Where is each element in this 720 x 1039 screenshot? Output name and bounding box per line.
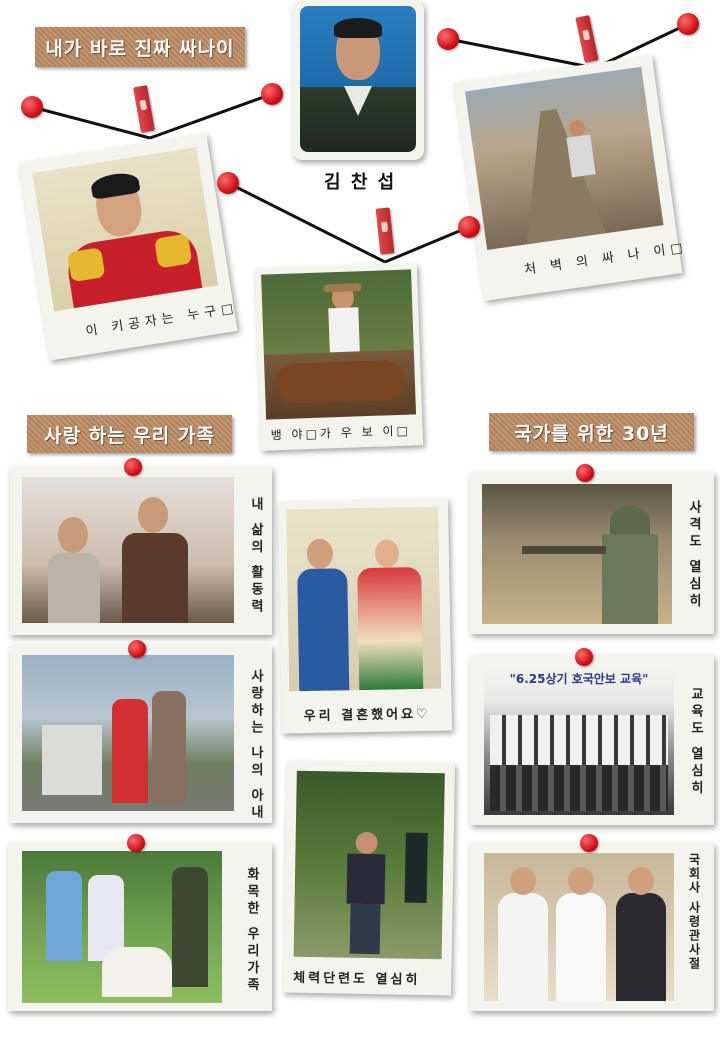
career-caption-3: 국회사 사령관사절 [687, 853, 701, 972]
portrait-frame [292, 0, 424, 160]
career-photo-card-1: 사격도 열심히 [470, 472, 714, 634]
pushpin [21, 96, 43, 118]
family-photo-card-2: 사랑하는 나의 아내 [10, 645, 272, 823]
fitness-caption: 체력단련도 열심히 [293, 970, 421, 988]
title-badge: 내가 바로 진짜 싸나이 [35, 27, 245, 67]
pushpin [458, 216, 480, 238]
cliff-caption: 처 벽 의 싸 나 이□ [523, 240, 689, 278]
cowboy-caption: 뱅 야□가 우 보 이□ [270, 423, 412, 443]
career-section-title-text: 국가를 위한 30년 [514, 422, 669, 445]
pushpin [261, 83, 283, 105]
cadet-caption: 이 키공자는 누구□ [84, 300, 240, 340]
family-photo-3 [22, 851, 222, 1003]
family-caption-3: 화목한 우리가족 [244, 867, 259, 995]
career-caption-1: 사격도 열심히 [686, 500, 701, 611]
career-photo-2: "6.25상기 호국안보 교육" [484, 665, 674, 815]
cliff-photo [464, 66, 664, 250]
person-name: 김 찬 섭 [324, 172, 397, 193]
portrait-photo [300, 6, 416, 152]
family-section-title: 사랑 하는 우리 가족 [27, 415, 232, 453]
family-caption-2: 사랑하는 나의 아내 [248, 669, 263, 823]
wedding-photo [286, 506, 442, 692]
career-photo-3 [484, 853, 674, 1001]
pushpin [128, 640, 146, 658]
pushpin [217, 172, 239, 194]
pushpin [124, 458, 142, 476]
fitness-polaroid: 체력단련도 열심히 [282, 760, 456, 996]
pushpin [677, 13, 699, 35]
family-caption-1: 내 삶의 활동력 [248, 497, 263, 617]
cowboy-photo [261, 269, 417, 420]
education-banner: "6.25상기 호국안보 교육" [509, 671, 649, 686]
pushpin [576, 464, 594, 482]
career-photo-card-3: 국회사 사령관사절 [470, 843, 714, 1011]
career-section-title: 국가를 위한 30년 [489, 413, 694, 451]
family-photo-1 [22, 477, 234, 623]
family-photo-2 [22, 655, 234, 811]
cadet-polaroid: 이 키공자는 누구□ [18, 133, 240, 361]
pushpin [437, 28, 459, 50]
family-section-title-text: 사랑 하는 우리 가족 [44, 424, 215, 447]
cadet-photo [32, 147, 219, 312]
fitness-photo [293, 770, 445, 960]
wedding-polaroid: 우리 결혼했어요♡ [277, 498, 453, 734]
family-photo-card-3: 화목한 우리가족 [8, 843, 272, 1011]
wedding-caption: 우리 결혼했어요♡ [303, 706, 431, 725]
title-badge-text: 내가 바로 진짜 싸나이 [45, 37, 235, 60]
career-photo-1 [482, 484, 672, 624]
pushpin [127, 834, 145, 852]
family-photo-card-1: 내 삶의 활동력 [10, 467, 272, 635]
cowboy-polaroid: 뱅 야□가 우 보 이□ [254, 263, 424, 451]
career-photo-card-2: "6.25상기 호국안보 교육" 교육도 열심히 [470, 655, 714, 825]
cliff-polaroid: 처 벽 의 싸 나 이□ [453, 55, 689, 301]
pushpin [580, 834, 598, 852]
pushpin [575, 648, 593, 666]
career-caption-2: 교육도 열심히 [688, 687, 703, 798]
